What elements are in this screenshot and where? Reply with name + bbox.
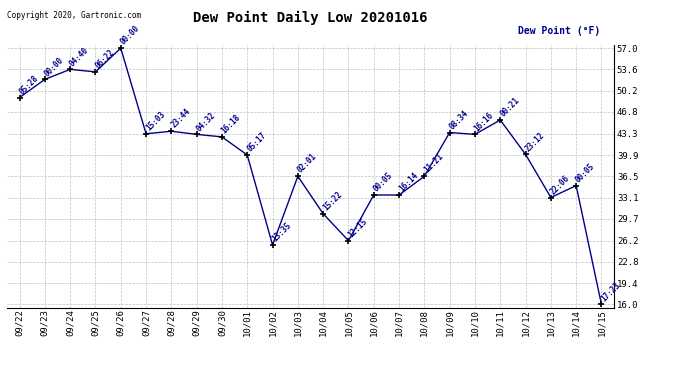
- Text: 17:23: 17:23: [600, 280, 622, 303]
- Text: 08:34: 08:34: [448, 108, 470, 131]
- Text: 22:06: 22:06: [549, 173, 571, 196]
- Text: 00:00: 00:00: [119, 24, 141, 47]
- Text: 11:21: 11:21: [422, 152, 445, 175]
- Text: 00:05: 00:05: [372, 171, 394, 194]
- Text: 16:18: 16:18: [220, 113, 242, 135]
- Text: 13:35: 13:35: [270, 221, 293, 244]
- Text: 02:01: 02:01: [296, 152, 318, 175]
- Text: 23:12: 23:12: [524, 130, 546, 153]
- Text: 16:14: 16:14: [397, 171, 420, 194]
- Text: 15:22: 15:22: [321, 190, 344, 212]
- Text: 12:15: 12:15: [346, 216, 369, 239]
- Text: Dew Point (°F): Dew Point (°F): [518, 26, 600, 36]
- Text: Dew Point Daily Low 20201016: Dew Point Daily Low 20201016: [193, 11, 428, 26]
- Text: 00:21: 00:21: [498, 96, 521, 118]
- Text: 06:22: 06:22: [93, 48, 116, 70]
- Text: 15:03: 15:03: [144, 110, 166, 132]
- Text: 00:00: 00:00: [43, 55, 66, 78]
- Text: 00:05: 00:05: [574, 162, 597, 184]
- Text: 16:16: 16:16: [473, 110, 495, 133]
- Text: 05:17: 05:17: [245, 131, 268, 154]
- Text: 23:44: 23:44: [169, 107, 192, 130]
- Text: 04:40: 04:40: [68, 45, 90, 68]
- Text: Copyright 2020, Gartronic.com: Copyright 2020, Gartronic.com: [7, 11, 141, 20]
- Text: 05:28: 05:28: [17, 74, 40, 96]
- Text: 04:32: 04:32: [195, 110, 217, 133]
